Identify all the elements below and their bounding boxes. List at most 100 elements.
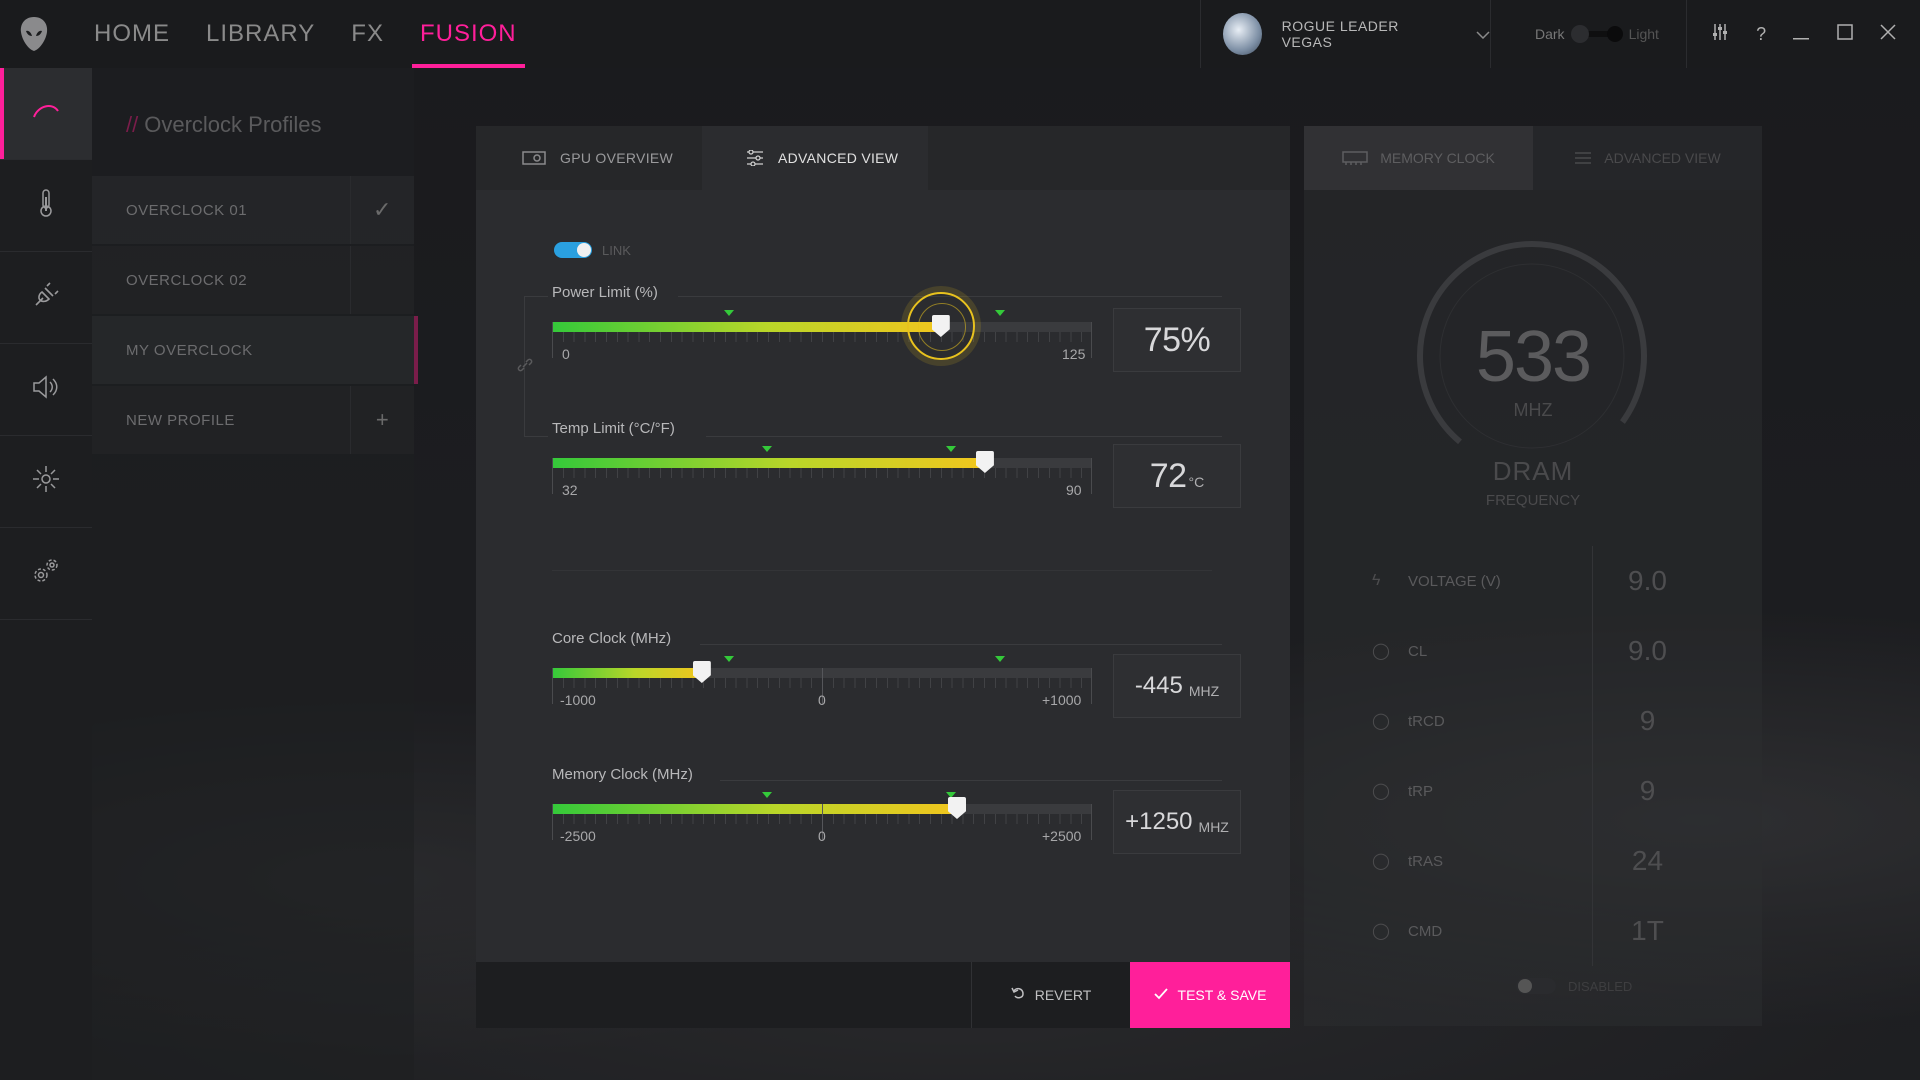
row-value: 1T bbox=[1592, 896, 1702, 966]
tick-zero bbox=[822, 804, 823, 840]
marker-green bbox=[762, 792, 772, 798]
row-value: 9 bbox=[1592, 756, 1702, 826]
slider-ticks bbox=[552, 468, 1092, 478]
memory-row-trp: ◯ tRP 9 bbox=[1372, 756, 1702, 826]
slider-thumb[interactable] bbox=[692, 661, 711, 683]
profile-item-overclock-02[interactable]: OVERCLOCK 02 bbox=[92, 246, 414, 314]
marker-green bbox=[724, 656, 734, 662]
close-icon[interactable] bbox=[1880, 23, 1896, 45]
circle-icon: ◯ bbox=[1372, 783, 1390, 800]
profile-item-my-overclock[interactable]: MY OVERCLOCK bbox=[92, 316, 418, 384]
sliders-icon bbox=[1574, 151, 1592, 165]
power-limit-value[interactable]: 75% bbox=[1113, 308, 1241, 372]
slider-fill bbox=[552, 458, 985, 468]
sidebar-item-power[interactable] bbox=[0, 252, 92, 344]
link-bracket-bottom-right bbox=[706, 436, 1222, 437]
tab-label: ADVANCED VIEW bbox=[1604, 150, 1721, 166]
core-clock-value[interactable]: -445 MHZ bbox=[1113, 654, 1241, 718]
tick-end bbox=[1091, 668, 1092, 704]
marker-green bbox=[724, 310, 734, 316]
slider-track[interactable] bbox=[552, 322, 1092, 332]
revert-button[interactable]: REVERT bbox=[972, 962, 1130, 1028]
slider-max-label: 90 bbox=[1066, 482, 1082, 498]
title-prefix: // bbox=[126, 112, 139, 137]
value-number: 75% bbox=[1143, 320, 1211, 359]
circle-icon: ◯ bbox=[1372, 853, 1390, 870]
plus-icon[interactable]: + bbox=[350, 386, 414, 454]
gauge-title: DRAM bbox=[1492, 456, 1574, 486]
slider-fill bbox=[552, 804, 957, 814]
marker-green bbox=[946, 792, 956, 798]
memory-clock-value[interactable]: +1250 MHZ bbox=[1113, 790, 1241, 854]
slider-min-label: 0 bbox=[562, 346, 570, 362]
tab-memory-clock[interactable]: MEMORY CLOCK bbox=[1304, 126, 1533, 190]
marker-green bbox=[762, 446, 772, 452]
nav-home[interactable]: HOME bbox=[94, 20, 170, 47]
gpu-card-icon bbox=[522, 151, 546, 165]
nav-library[interactable]: LIBRARY bbox=[206, 20, 316, 47]
slider-max-label: +2500 bbox=[1042, 828, 1082, 844]
core-group-line bbox=[700, 644, 1222, 645]
save-label: TEST & SAVE bbox=[1177, 987, 1267, 1003]
memory-disabled-toggle[interactable]: DISABLED bbox=[1516, 978, 1632, 994]
value-number: +1250 bbox=[1125, 808, 1193, 835]
memory-row-tras: ◯ tRAS 24 bbox=[1372, 826, 1702, 896]
sliders-settings-icon[interactable] bbox=[1711, 23, 1729, 46]
sidebar-item-lighting[interactable] bbox=[0, 436, 92, 528]
tick-end bbox=[1091, 322, 1092, 358]
theme-dark-label: Dark bbox=[1535, 26, 1565, 42]
slider-label: Temp Limit (°C/°F) bbox=[552, 420, 675, 437]
link-bracket-top bbox=[524, 296, 548, 297]
slider-max-label: 125 bbox=[1062, 346, 1086, 362]
memory-timings-list: ϟ VOLTAGE (V) 9.0 ◯ CL 9.0 ◯ tRCD 9 ◯ tR… bbox=[1372, 546, 1702, 966]
row-label: tRAS bbox=[1408, 852, 1444, 870]
power-limit-slider[interactable]: Power Limit (%) 0 125 75% bbox=[552, 284, 1252, 394]
value-unit: MHZ bbox=[1198, 819, 1229, 835]
footer-spacer bbox=[476, 962, 972, 1028]
core-clock-slider[interactable]: Core Clock (MHz) -1000 0 +1000 -445 MHZ bbox=[552, 630, 1252, 740]
profile-item-overclock-01[interactable]: OVERCLOCK 01 ✓ bbox=[92, 176, 414, 244]
slider-thumb[interactable] bbox=[931, 315, 950, 337]
overclock-icon bbox=[32, 103, 60, 124]
tab-gpu-overview[interactable]: GPU OVERVIEW bbox=[476, 126, 702, 190]
slider-max-label: +1000 bbox=[1042, 692, 1082, 708]
memory-clock-slider[interactable]: Memory Clock (MHz) -2500 0 +2500 +1250 M… bbox=[552, 766, 1252, 876]
profile-item-new-profile[interactable]: NEW PROFILE + bbox=[92, 386, 414, 454]
temp-limit-slider[interactable]: Temp Limit (°C/°F) 32 90 72 °C bbox=[552, 420, 1252, 530]
tab-label: GPU OVERVIEW bbox=[560, 150, 674, 166]
user-menu[interactable]: ROGUE LEADER VEGAS bbox=[1200, 0, 1490, 68]
tab-memory-advanced[interactable]: ADVANCED VIEW bbox=[1533, 126, 1762, 190]
maximize-icon[interactable] bbox=[1837, 23, 1853, 45]
test-and-save-button[interactable]: TEST & SAVE bbox=[1130, 962, 1290, 1028]
sidebar-item-audio[interactable] bbox=[0, 344, 92, 436]
toggle-switch[interactable] bbox=[1516, 978, 1556, 994]
tab-advanced-view[interactable]: ADVANCED VIEW bbox=[702, 126, 928, 190]
slider-thumb[interactable] bbox=[975, 451, 994, 473]
username: ROGUE LEADER VEGAS bbox=[1281, 18, 1399, 50]
link-toggle[interactable]: LINK bbox=[554, 242, 631, 258]
theme-toggle[interactable] bbox=[1570, 25, 1623, 43]
sidebar-item-settings[interactable] bbox=[0, 528, 92, 620]
alien-logo-icon[interactable] bbox=[0, 0, 68, 68]
temp-limit-value[interactable]: 72 °C bbox=[1113, 444, 1241, 508]
nav-fx[interactable]: FX bbox=[351, 20, 384, 47]
slider-thumb[interactable] bbox=[948, 797, 966, 819]
main-tabs: GPU OVERVIEW ADVANCED VIEW bbox=[476, 126, 1290, 190]
nav-fusion[interactable]: FUSION bbox=[402, 0, 535, 68]
sliders-icon bbox=[746, 150, 764, 166]
row-label: CL bbox=[1408, 642, 1428, 660]
brightness-icon bbox=[32, 465, 60, 498]
sidebar bbox=[0, 68, 92, 1080]
minimize-icon[interactable] bbox=[1793, 24, 1810, 45]
chain-link-icon[interactable] bbox=[516, 356, 534, 379]
slider-min-label: -1000 bbox=[560, 692, 596, 708]
profile-label: OVERCLOCK 01 bbox=[126, 201, 248, 219]
sidebar-item-thermal[interactable] bbox=[0, 160, 92, 252]
sidebar-item-overclock[interactable] bbox=[0, 68, 92, 160]
slider-track[interactable] bbox=[552, 458, 1092, 468]
help-icon[interactable]: ? bbox=[1756, 23, 1767, 44]
gauge-unit: MHZ bbox=[1513, 400, 1553, 420]
link-switch[interactable] bbox=[554, 242, 592, 258]
slider-label: Power Limit (%) bbox=[552, 284, 658, 301]
memory-row-cmd: ◯ CMD 1T bbox=[1372, 896, 1702, 966]
